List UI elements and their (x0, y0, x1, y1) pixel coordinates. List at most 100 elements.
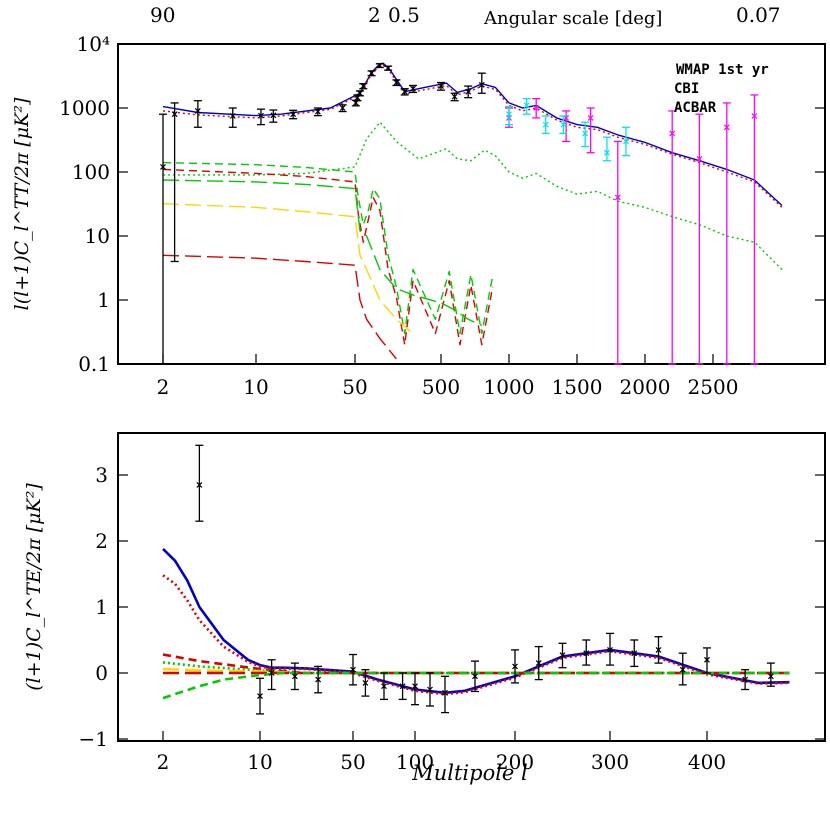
bottom-errorbar-wmap-1st-yr (349, 653, 357, 686)
top-axis-label: Angular scale [deg] (483, 8, 662, 29)
bottom-errorbar-wmap-1st-yr (195, 444, 204, 522)
bottom-errorbar-wmap-1st-yr (678, 652, 687, 686)
top-errorbar-wmap-1st-yr (400, 88, 409, 96)
bottom-y-tick-label: 0 (95, 661, 108, 685)
bottom-errorbar-wmap-1st-yr (654, 636, 663, 664)
top-x-tick-label: 2000 (620, 375, 671, 399)
top-y-tick-label: 10 (85, 224, 110, 248)
legend-cbi: CBI (674, 81, 699, 97)
top-y-tick-label: 1000 (59, 96, 110, 120)
top-legend: WMAP 1st yr CBI ACBAR (674, 62, 769, 116)
top-errorbar-cbi (695, 113, 704, 365)
top-errorbar-wmap-1st-yr (375, 62, 384, 69)
legend-wmap: WMAP 1st yr (676, 62, 769, 78)
top-errorbar-cbi (532, 97, 541, 119)
bottom-errorbar-wmap-1st-yr (411, 672, 419, 706)
top-series-3-dashed (162, 161, 494, 335)
top-panel-ticks: 0.1 1 10 100 1000 10⁴ 2 10 50 500 1000 1500 2000 2500 (59, 32, 825, 399)
bottom-errorbar-wmap-1st-yr (441, 675, 449, 714)
top-y-axis-label: l(l+1)C_l^TT/2π [μK²] (11, 97, 33, 310)
top-errorbar-wmap-1st-yr (464, 85, 473, 99)
bottom-panel-ticks: −1 0 1 2 3 2 10 50 100 200 300 400 (79, 463, 825, 774)
top-axis-tick-2: 2 (368, 3, 381, 27)
top-errorbar-acbar (505, 105, 513, 126)
bottom-y-axis-label: (l+1)C_l^TE/2π [μK²] (23, 483, 45, 691)
top-errorbar-wmap-1st-yr (289, 109, 298, 120)
top-y-tick-label: 0.1 (78, 352, 110, 376)
top-x-tick-label: 50 (342, 375, 367, 399)
top-errorbar-cbi (613, 140, 622, 365)
bottom-errorbar-wmap-1st-yr (471, 660, 479, 693)
top-panel-frame (117, 43, 826, 365)
top-errorbar-wmap-1st-yr (256, 108, 265, 126)
bottom-errorbar-wmap-1st-yr (766, 662, 775, 687)
top-errorbar-wmap-1st-yr (159, 113, 167, 365)
top-y-tick-label: 100 (72, 160, 110, 184)
bottom-x-tick-label: 200 (496, 750, 534, 774)
top-x-tick-label: 1000 (484, 375, 535, 399)
top-errorbar-acbar (581, 121, 590, 148)
bottom-y-tick-label: 2 (95, 529, 108, 553)
top-errorbar-wmap-1st-yr (477, 72, 486, 94)
top-errorbar-wmap-1st-yr (384, 65, 393, 72)
top-series-4-dashed (162, 168, 494, 346)
top-errorbar-wmap-1st-yr (367, 70, 376, 77)
bottom-panel-frame (117, 432, 826, 742)
bottom-errorbar-wmap-1st-yr (361, 669, 370, 697)
top-x-tick-label: 500 (422, 375, 460, 399)
top-x-tick-label: 2500 (688, 375, 739, 399)
top-errorbar-wmap-1st-yr (409, 84, 417, 94)
top-y-tick-label: 10⁴ (77, 32, 110, 56)
bottom-errorbar-wmap-1st-yr (290, 662, 299, 691)
top-errorbar-wmap-1st-yr (338, 104, 347, 113)
x-axis-label: Multipole l (411, 761, 528, 785)
bottom-errorbar-wmap-1st-yr (741, 669, 750, 691)
top-series-7-long-dash (162, 254, 397, 360)
top-errorbar-wmap-1st-yr (355, 90, 364, 97)
top-errorbar-acbar (541, 115, 550, 135)
top-errorbar-acbar (559, 115, 568, 135)
bottom-y-tick-label: 3 (95, 463, 108, 487)
bottom-y-tick-label: 1 (95, 595, 108, 619)
top-errorbar-wmap-1st-yr (392, 79, 401, 87)
bottom-errorbar-wmap-1st-yr (606, 632, 614, 666)
bottom-errorbar-wmap-1st-yr (314, 665, 323, 694)
bottom-errorbar-wmap-1st-yr (267, 659, 276, 691)
bottom-x-tick-label: 400 (688, 750, 726, 774)
top-errorbar-acbar (522, 97, 531, 115)
bottom-errorbar-wmap-1st-yr (534, 645, 543, 681)
top-errorbar-cbi (668, 110, 677, 365)
top-errorbar-cbi (586, 107, 595, 154)
legend-acbar: ACBAR (674, 100, 717, 116)
bottom-x-tick-label: 100 (396, 750, 434, 774)
top-series-1-dotted (162, 64, 783, 208)
top-errorbar-wmap-1st-yr (193, 100, 202, 128)
top-errorbar-cbi (722, 102, 731, 365)
bottom-x-tick-label: 10 (247, 750, 272, 774)
top-axis-tick-90: 90 (150, 3, 175, 27)
bottom-errorbar-wmap-1st-yr (558, 642, 567, 669)
bottom-errorbar-wmap-1st-yr (380, 672, 388, 701)
bottom-errorbar-wmap-1st-yr (398, 672, 407, 701)
bottom-panel-errorbars (195, 444, 775, 715)
bottom-panel: −1 0 1 2 3 2 10 50 100 200 300 400 (l+1)C_l^TE/2π [… (23, 432, 826, 785)
top-errorbar-wmap-1st-yr (170, 102, 179, 263)
bottom-errorbar-wmap-1st-yr (582, 639, 591, 666)
top-y-tick-label: 1 (97, 288, 110, 312)
top-series-5-long-dash (162, 179, 483, 327)
top-errorbar-wmap-1st-yr (359, 83, 368, 90)
top-errorbar-wmap-1st-yr (228, 107, 237, 128)
bottom-errorbar-wmap-1st-yr (703, 647, 711, 674)
top-errorbar-cbi (750, 94, 759, 365)
top-x-tick-label: 10 (243, 375, 268, 399)
top-series-2-dotted (163, 121, 783, 270)
top-x-tick-label: 1500 (552, 375, 603, 399)
bottom-x-tick-label: 2 (157, 750, 170, 774)
top-x-tick-label: 2 (157, 375, 170, 399)
bottom-x-tick-label: 300 (591, 750, 629, 774)
bottom-errorbar-wmap-1st-yr (630, 639, 639, 668)
bottom-errorbar-wmap-1st-yr (426, 672, 434, 707)
bottom-errorbar-wmap-1st-yr (256, 677, 264, 715)
top-errorbar-acbar (602, 136, 611, 162)
